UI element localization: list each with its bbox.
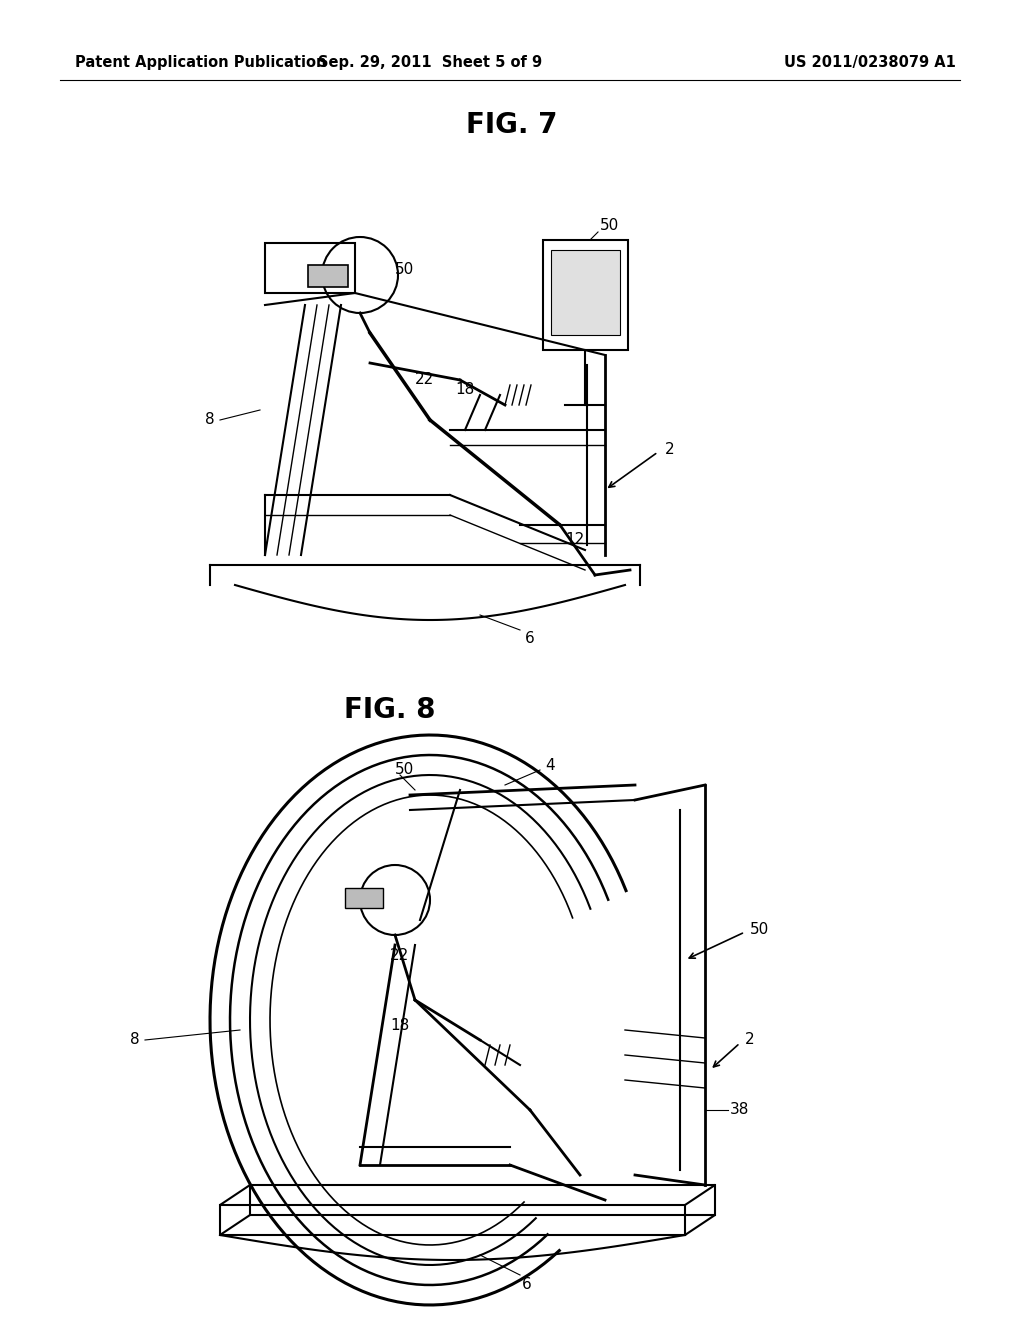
Text: 18: 18 — [390, 1018, 410, 1032]
Bar — [265, 243, 355, 293]
Text: Patent Application Publication: Patent Application Publication — [75, 54, 327, 70]
Text: 8: 8 — [130, 1032, 140, 1048]
Text: 2: 2 — [665, 442, 675, 458]
Text: US 2011/0238079 A1: US 2011/0238079 A1 — [784, 54, 956, 70]
Bar — [308, 265, 348, 286]
Text: FIG. 7: FIG. 7 — [466, 111, 558, 139]
Text: 6: 6 — [525, 631, 535, 645]
Text: 18: 18 — [455, 383, 474, 397]
Text: 50: 50 — [600, 218, 620, 232]
Text: 50: 50 — [395, 263, 415, 277]
Bar — [543, 240, 628, 350]
Text: 38: 38 — [730, 1102, 750, 1118]
Text: FIG. 8: FIG. 8 — [344, 696, 436, 723]
Text: 6: 6 — [522, 1276, 531, 1292]
Text: 50: 50 — [750, 923, 769, 937]
Text: Sep. 29, 2011  Sheet 5 of 9: Sep. 29, 2011 Sheet 5 of 9 — [317, 54, 542, 70]
Text: 22: 22 — [390, 948, 410, 962]
Text: 12: 12 — [565, 532, 585, 548]
Bar — [345, 888, 383, 908]
Text: 22: 22 — [415, 372, 434, 388]
Text: 2: 2 — [745, 1032, 755, 1048]
Text: 50: 50 — [395, 763, 415, 777]
Text: 8: 8 — [206, 412, 215, 428]
Bar — [551, 249, 620, 335]
Text: 4: 4 — [545, 758, 555, 772]
